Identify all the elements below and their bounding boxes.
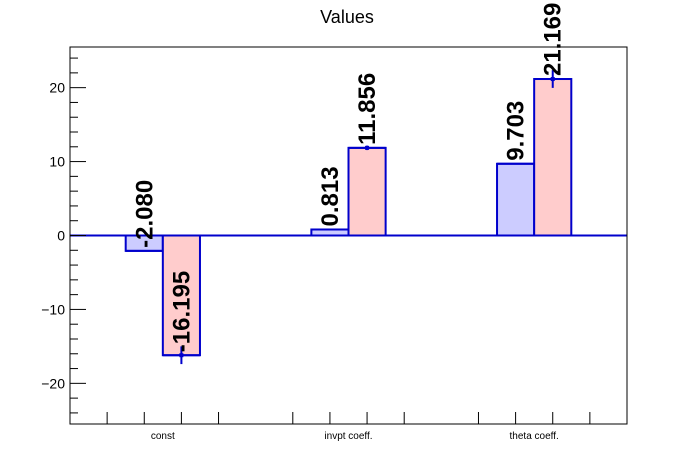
value-label-s1-2: 9.703 [503,101,530,161]
value-label-s2-1: 11.856 [354,73,381,145]
y-axis: −20 −10 0 10 20 [41,57,86,414]
bar-s2-1 [347,146,387,237]
value-label-s1-0: -2.080 [131,180,158,248]
value-label-s2-2: 21.169 [540,3,567,76]
bar-s1-2 [496,162,536,237]
error-marker-s2-2 [550,77,555,82]
y-tick-label: −10 [41,301,65,317]
y-tick-label: −20 [41,375,65,391]
value-label-s1-1: 0.813 [317,166,344,226]
value-labels-layer: -2.080 0.813 9.703 -16.195 11.856 21.169 [131,3,566,353]
error-marker-s2-0 [179,353,184,358]
y-tick-label: 20 [49,80,65,96]
value-label-s2-0: -16.195 [168,271,195,352]
y-tick-label: 10 [49,154,65,170]
chart-title: Values [320,7,374,27]
x-axis: const invpt coeff. theta coeff. [106,412,591,442]
bar-s2-2 [533,78,573,237]
error-marker-s2-1 [365,145,370,150]
x-category-label: theta coeff. [510,431,559,442]
y-tick-label: 0 [57,228,65,244]
x-category-label: invpt coeff. [324,431,372,442]
x-category-label: const [151,431,175,442]
bar-s2-0 [161,234,201,357]
